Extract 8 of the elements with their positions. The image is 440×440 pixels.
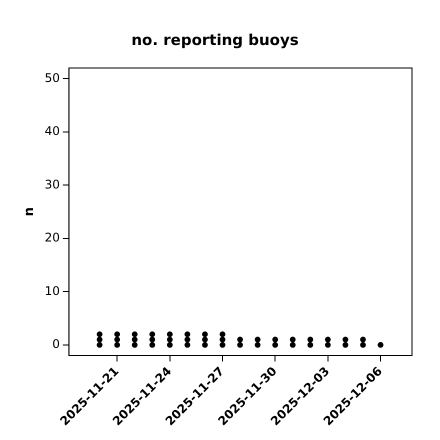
- y-tick-label: 0: [52, 337, 60, 352]
- y-tick-label: 50: [44, 70, 60, 85]
- y-tick-label: 10: [44, 284, 60, 298]
- y-tick-label: 20: [44, 230, 60, 245]
- chart-title: no. reporting buoys: [131, 30, 299, 49]
- y-tick-label: 40: [44, 124, 60, 138]
- y-axis-title: n: [22, 207, 38, 216]
- y-tick-label: 30: [44, 177, 60, 192]
